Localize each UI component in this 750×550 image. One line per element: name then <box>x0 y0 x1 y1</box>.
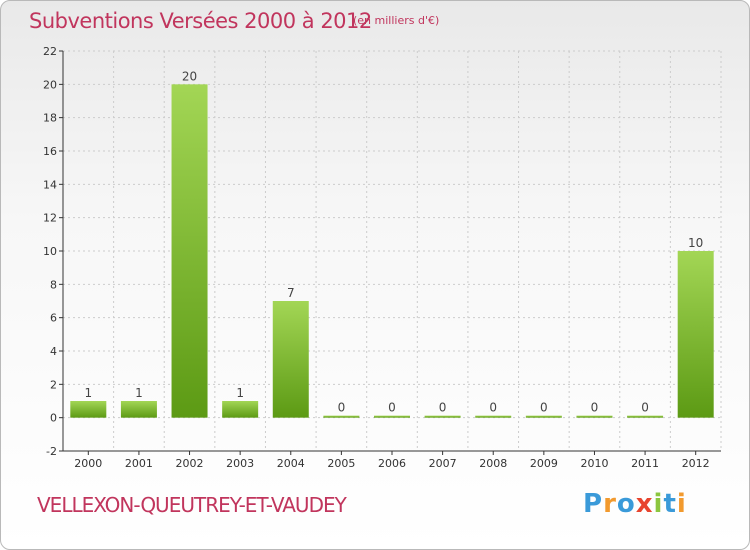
bar <box>475 415 512 418</box>
bar-layer <box>70 84 714 418</box>
bar <box>70 401 107 418</box>
bar-value-label: 0 <box>338 401 346 415</box>
label-layer: -2 0 2 4 6 8 10 12 14 16 18 20 22 1 2000 1 2001 20 2002 1 20… <box>43 45 710 470</box>
x-tick-label: 2000 <box>74 457 102 470</box>
proxiti-logo: Proxiti <box>583 489 687 519</box>
x-tick-label: 2004 <box>277 457 305 470</box>
x-tick-label: 2008 <box>479 457 507 470</box>
x-tick-label: 2009 <box>530 457 558 470</box>
y-tick-label: 6 <box>50 312 57 325</box>
logo-letter: i <box>653 489 664 519</box>
y-tick-label: 16 <box>43 145 57 158</box>
bar <box>323 415 360 418</box>
grid-layer <box>62 50 722 452</box>
logo-letter: t <box>663 489 677 519</box>
x-tick-label: 2010 <box>580 457 608 470</box>
y-tick-label: 10 <box>43 245 57 258</box>
y-tick-label: 22 <box>43 45 57 58</box>
y-tick-label: 8 <box>50 278 57 291</box>
bar <box>171 84 208 418</box>
x-tick-label: 2007 <box>429 457 457 470</box>
bar-value-label: 0 <box>388 401 396 415</box>
bar <box>222 401 259 418</box>
x-tick-label: 2003 <box>226 457 254 470</box>
bar-value-label: 0 <box>489 401 497 415</box>
x-tick-label: 2005 <box>327 457 355 470</box>
x-tick-label: 2006 <box>378 457 406 470</box>
y-tick-label: 20 <box>43 78 57 91</box>
x-tick-label: 2001 <box>125 457 153 470</box>
x-tick-label: 2012 <box>682 457 710 470</box>
bar-value-label: 1 <box>84 386 92 400</box>
bar <box>120 401 157 418</box>
logo-letter: i <box>676 489 687 519</box>
y-tick-label: -2 <box>46 445 57 458</box>
y-tick-label: 12 <box>43 212 57 225</box>
logo-letter: P <box>583 489 604 519</box>
y-tick-label: 0 <box>50 412 57 425</box>
bar <box>424 415 461 418</box>
bar-value-label: 7 <box>287 286 295 300</box>
y-tick-label: 2 <box>50 378 57 391</box>
logo-letter: x <box>635 489 654 519</box>
bar-value-label: 0 <box>641 401 649 415</box>
x-tick-label: 2011 <box>631 457 659 470</box>
bar-value-label: 1 <box>135 386 143 400</box>
logo-letter: o <box>616 489 636 519</box>
logo-letter: r <box>603 489 617 519</box>
bar-value-label: 1 <box>236 386 244 400</box>
bar <box>677 251 714 418</box>
bar <box>272 301 309 418</box>
bar <box>525 415 562 418</box>
bar-value-label: 20 <box>182 69 197 83</box>
y-tick-label: 4 <box>50 345 57 358</box>
bar-value-label: 0 <box>540 401 548 415</box>
chart-title: Subventions Versées 2000 à 2012 <box>29 9 372 33</box>
x-tick-label: 2002 <box>176 457 204 470</box>
bar <box>374 415 410 418</box>
bar <box>627 415 664 418</box>
y-tick-label: 18 <box>43 112 57 125</box>
bar-value-label: 10 <box>688 236 703 250</box>
bar-value-label: 0 <box>591 401 599 415</box>
chart-subtitle: (en milliers d'€) <box>353 14 440 27</box>
town-name: VELLEXON-QUEUTREY-ET-VAUDEY <box>37 493 347 517</box>
axis-layer <box>59 50 721 455</box>
y-tick-label: 14 <box>43 178 57 191</box>
bar <box>576 415 613 418</box>
bar-value-label: 0 <box>439 401 447 415</box>
